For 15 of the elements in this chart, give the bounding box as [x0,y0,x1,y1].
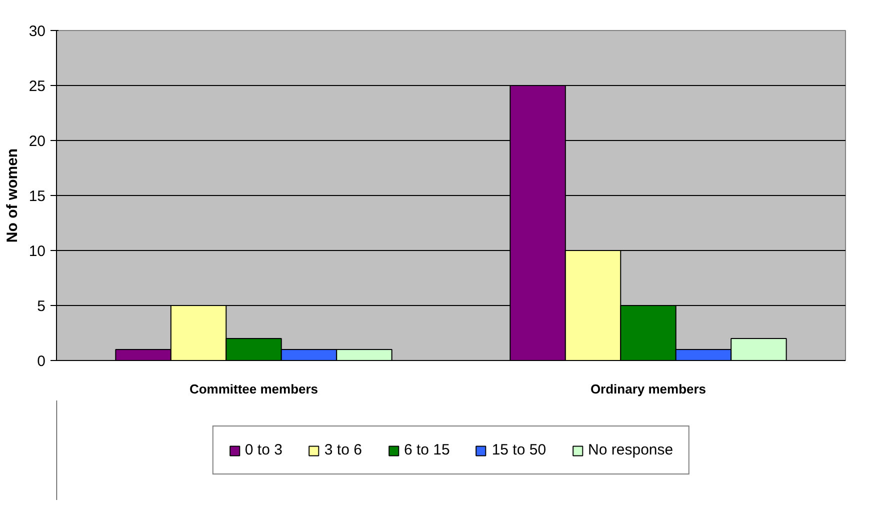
y-tick-label: 30 [28,23,46,40]
legend-label: 3 to 6 [324,442,362,458]
y-tick-label: 10 [28,243,46,260]
y-tick-label: 15 [28,188,46,205]
y-tick-label: 0 [37,353,46,370]
legend-label: 15 to 50 [492,442,546,458]
x-tick-label: Ordinary members [590,382,706,396]
x-tick-label: Committee members [189,382,318,396]
y-tick-label: 5 [37,298,46,315]
legend-label: 6 to 15 [404,442,450,458]
y-tick-label: 20 [28,133,46,150]
y-tick-label: 25 [28,78,46,95]
legend-label: No response [588,442,674,458]
legend-label: 0 to 3 [244,442,282,458]
y-axis-title: No of women [4,148,21,243]
